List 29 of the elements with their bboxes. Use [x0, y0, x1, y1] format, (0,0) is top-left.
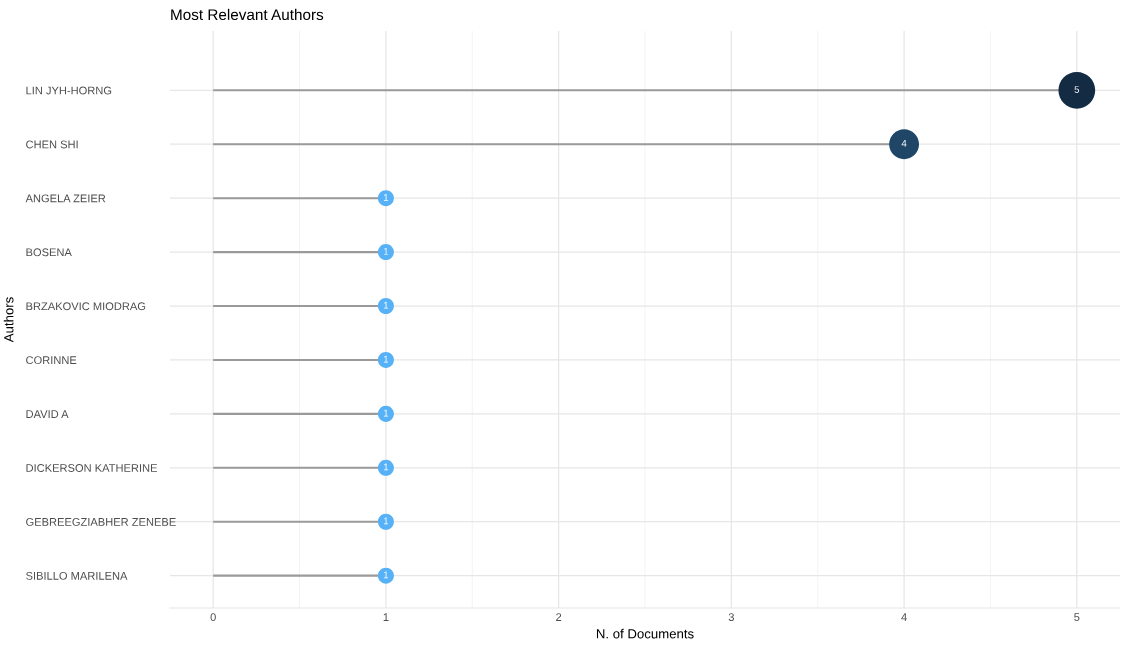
y-tick-label: CHEN SHI: [26, 140, 78, 149]
x-tick-label: 3: [728, 613, 734, 622]
y-tick-label: DICKERSON KATHERINE: [26, 464, 157, 472]
x-tick-label: 1: [383, 613, 389, 621]
data-label: 1: [383, 463, 389, 471]
y-tick-label: ANGELA ZEIER: [25, 194, 106, 203]
x-tick-label: 5: [1074, 613, 1080, 622]
y-tick-label: GEBREEGZIABHER ZENEBE: [26, 517, 176, 526]
data-label: 1: [383, 409, 389, 417]
y-tick-label: BRZAKOVIC MIODRAG: [26, 302, 146, 311]
data-label: 1: [383, 193, 389, 201]
data-label: 1: [383, 517, 389, 525]
y-axis-title: Authors: [3, 297, 14, 343]
chart-title: Most Relevant Authors: [171, 8, 324, 21]
data-label: 1: [383, 247, 389, 255]
data-label: 4: [901, 140, 907, 147]
x-axis-title: N. of Documents: [596, 628, 694, 639]
x-tick-label: 2: [556, 613, 562, 621]
y-tick-label: LIN JYH-HORNG: [26, 86, 112, 95]
y-tick-label: CORINNE: [26, 356, 77, 365]
data-label: 1: [383, 301, 389, 309]
x-tick-label: 0: [210, 613, 216, 622]
y-tick-label: DAVID A: [26, 410, 69, 418]
y-tick-label: SIBILLO MARILENA: [26, 571, 128, 580]
x-tick-label: 4: [901, 613, 907, 621]
data-label: 5: [1074, 86, 1080, 93]
data-label: 1: [383, 355, 389, 363]
data-label: 1: [383, 571, 389, 579]
y-tick-label: BOSENA: [26, 248, 72, 257]
